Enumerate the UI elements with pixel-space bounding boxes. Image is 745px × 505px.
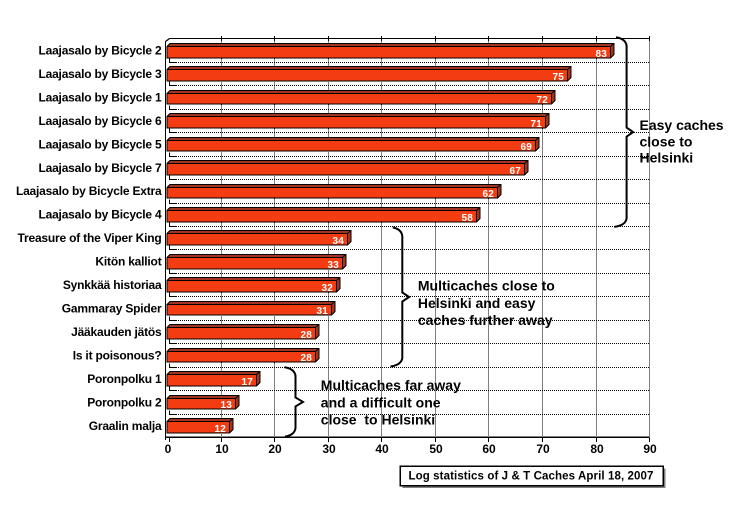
svg-text:20: 20 (268, 442, 282, 456)
svg-text:60: 60 (482, 442, 496, 456)
svg-text:Gammaray Spider: Gammaray Spider (62, 302, 162, 316)
svg-text:33: 33 (327, 260, 339, 271)
svg-text:Laajasalo by Bicycle 2: Laajasalo by Bicycle 2 (38, 44, 162, 58)
svg-text:90: 90 (643, 442, 657, 456)
svg-text:28: 28 (300, 330, 312, 341)
svg-text:13: 13 (220, 400, 232, 411)
svg-text:Helsinki: Helsinki (640, 150, 694, 166)
svg-text:80: 80 (590, 442, 604, 456)
svg-text:Laajasalo by Bicycle 4: Laajasalo by Bicycle 4 (38, 208, 162, 222)
svg-text:28: 28 (300, 353, 312, 364)
svg-text:67: 67 (509, 166, 521, 177)
svg-text:Helsinki and easy: Helsinki and easy (418, 295, 536, 311)
svg-text:Poronpolku 2: Poronpolku 2 (87, 395, 162, 409)
svg-text:83: 83 (595, 49, 607, 60)
svg-text:Jääkauden jätös: Jääkauden jätös (71, 325, 162, 339)
svg-text:close to: close to (640, 133, 693, 149)
svg-text:72: 72 (536, 95, 548, 106)
svg-text:17: 17 (241, 377, 253, 388)
svg-text:Laajasalo by Bicycle 3: Laajasalo by Bicycle 3 (38, 67, 162, 81)
svg-text:Laajasalo by Bicycle 1: Laajasalo by Bicycle 1 (38, 90, 162, 104)
svg-text:10: 10 (215, 442, 229, 456)
svg-text:71: 71 (530, 119, 542, 130)
svg-text:62: 62 (482, 189, 494, 200)
svg-text:caches further away: caches further away (418, 312, 553, 328)
svg-text:Synkkää historiaa: Synkkää historiaa (63, 278, 162, 292)
svg-text:32: 32 (321, 283, 333, 294)
svg-text:close to Helsinki: close to Helsinki (321, 411, 435, 427)
svg-text:Graalin malja: Graalin malja (89, 419, 162, 433)
svg-text:58: 58 (461, 213, 473, 224)
svg-text:Laajasalo by Bicycle Extra: Laajasalo by Bicycle Extra (16, 184, 162, 198)
svg-text:Treasure of the Viper King: Treasure of the Viper King (18, 231, 162, 245)
svg-text:Log statistics of J & T Caches: Log statistics of J & T Caches April 18,… (409, 471, 654, 483)
svg-text:Laajasalo by Bicycle 7: Laajasalo by Bicycle 7 (38, 161, 162, 175)
svg-text:40: 40 (375, 442, 389, 456)
svg-text:12: 12 (214, 424, 226, 435)
svg-text:50: 50 (429, 442, 443, 456)
svg-text:and a difficult one: and a difficult one (321, 394, 441, 410)
svg-text:Poronpolku 1: Poronpolku 1 (87, 372, 162, 386)
svg-text:Multicaches close to: Multicaches close to (418, 278, 555, 294)
svg-text:Multicaches far away: Multicaches far away (321, 377, 461, 393)
svg-text:Easy caches: Easy caches (640, 117, 724, 133)
svg-text:69: 69 (520, 142, 532, 153)
svg-text:Laajasalo by Bicycle 5: Laajasalo by Bicycle 5 (38, 137, 162, 151)
svg-text:34: 34 (332, 236, 344, 247)
svg-text:Laajasalo by Bicycle 6: Laajasalo by Bicycle 6 (38, 114, 162, 128)
svg-text:Is it poisonous?: Is it poisonous? (73, 348, 162, 362)
svg-text:30: 30 (322, 442, 336, 456)
svg-text:Kitön kalliot: Kitön kalliot (95, 255, 161, 269)
svg-text:75: 75 (552, 72, 564, 83)
svg-text:70: 70 (536, 442, 550, 456)
svg-text:31: 31 (316, 306, 328, 317)
svg-text:0: 0 (165, 442, 172, 456)
